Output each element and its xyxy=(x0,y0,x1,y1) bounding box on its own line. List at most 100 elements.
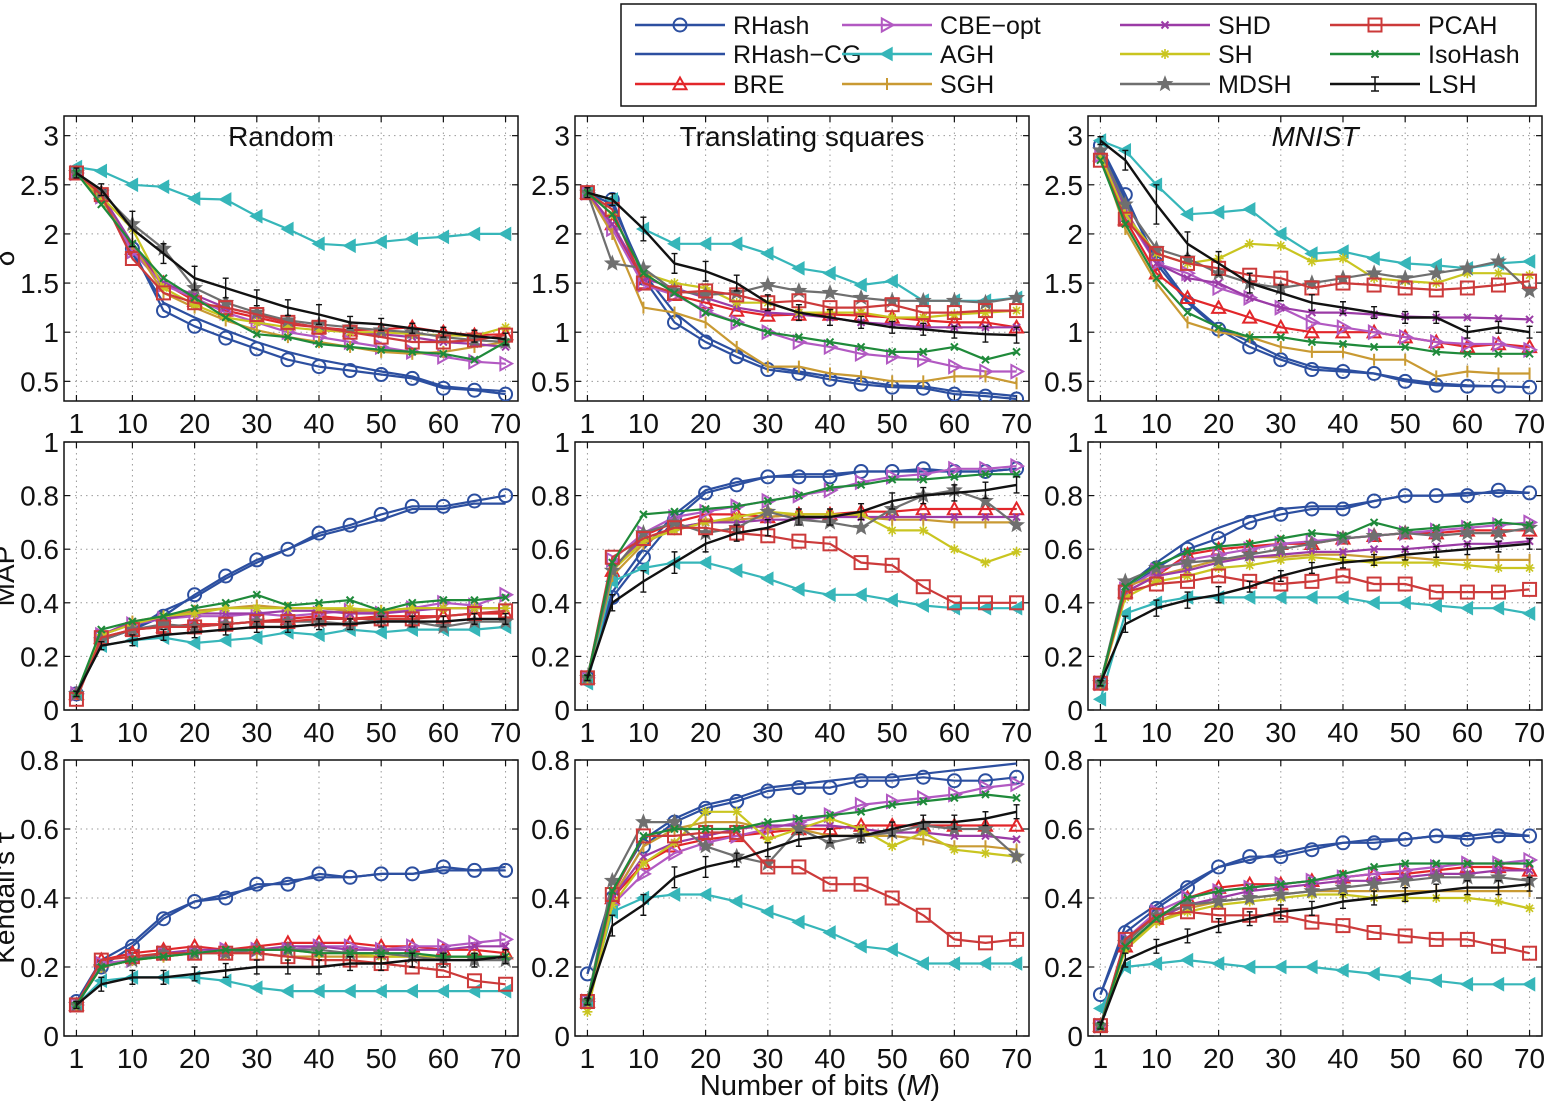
isohash-marker xyxy=(1369,342,1379,352)
mdsh-marker xyxy=(1008,847,1026,864)
pcah-marker xyxy=(466,973,482,989)
sh-marker xyxy=(1306,256,1317,267)
agh-marker xyxy=(342,238,356,254)
pcah-marker xyxy=(1335,568,1351,584)
sh-marker xyxy=(918,827,929,838)
series-cbe-opt xyxy=(1094,147,1539,359)
sh-marker xyxy=(251,317,262,328)
isohash-marker xyxy=(887,800,897,810)
lsh-errorbar xyxy=(1277,569,1284,583)
y-tick-label: 1 xyxy=(1067,427,1083,458)
mdsh-marker xyxy=(1210,551,1228,568)
lsh-errorbar xyxy=(1013,804,1020,820)
cbe-opt-marker xyxy=(1305,314,1321,331)
rhash-marker xyxy=(187,318,203,334)
lsh-errorbar xyxy=(160,969,167,985)
lsh-errorbar xyxy=(826,828,833,844)
agh-marker xyxy=(342,983,356,999)
series-line-rhash xyxy=(586,467,1017,679)
agh-marker xyxy=(1304,959,1318,975)
lsh-errorbar xyxy=(920,486,927,505)
agh-marker xyxy=(977,956,992,971)
series-line-rhash-cg xyxy=(75,172,506,393)
series-line-cbe-opt xyxy=(586,192,1017,373)
pcah-marker xyxy=(698,520,714,536)
agh-marker xyxy=(853,938,867,954)
series-rhash-cg xyxy=(75,865,506,1003)
isohash-marker xyxy=(1214,323,1223,332)
rhash-marker xyxy=(977,388,993,401)
lsh-errorbar xyxy=(1433,883,1440,899)
agh-marker xyxy=(915,956,929,971)
agh-marker xyxy=(946,956,961,971)
isohash-marker xyxy=(732,318,741,327)
bre-marker xyxy=(1241,308,1258,324)
mdsh-marker xyxy=(1147,559,1165,576)
sh-marker xyxy=(313,325,324,336)
series-rhash-cg xyxy=(75,172,506,393)
rhash-marker xyxy=(1366,835,1382,851)
series-line-rhash-cg xyxy=(1099,145,1530,389)
isohash-marker xyxy=(1432,347,1441,357)
isohash-marker xyxy=(608,210,617,219)
panel-title: Random xyxy=(228,121,334,152)
lsh-errorbar xyxy=(284,620,291,633)
agh-marker xyxy=(666,887,681,902)
legend-item-sgh: SGH xyxy=(842,71,994,99)
mdsh-marker xyxy=(1458,524,1476,541)
y-axis-label: δ xyxy=(0,251,20,267)
pcah-marker xyxy=(1092,675,1108,691)
series-lsh xyxy=(584,804,1020,1006)
series-isohash xyxy=(72,945,510,1010)
isohash-marker xyxy=(501,593,510,602)
lsh-errorbar xyxy=(1097,679,1104,687)
series-pcah xyxy=(1092,904,1538,1034)
rhash-marker xyxy=(373,366,389,382)
sh-marker xyxy=(189,299,200,310)
y-tick-label: 1.5 xyxy=(20,268,59,299)
agh-marker xyxy=(1092,691,1107,707)
pcah-marker xyxy=(1211,568,1227,584)
isohash-marker xyxy=(608,558,617,567)
isohash-marker xyxy=(950,472,959,482)
isohash-marker xyxy=(981,355,990,364)
shd-marker xyxy=(1338,547,1348,557)
x-tick-label: 60 xyxy=(428,717,459,748)
mdsh-marker xyxy=(634,813,652,830)
plot-frame xyxy=(1087,115,1543,402)
series-line-pcah xyxy=(75,952,506,1006)
isohash-marker xyxy=(639,831,648,841)
agh-marker xyxy=(373,234,387,250)
sh-marker xyxy=(345,603,356,614)
cbe-opt-marker xyxy=(1336,319,1352,336)
series-line-sh xyxy=(1099,556,1530,684)
agh-marker xyxy=(791,914,805,930)
isohash-marker xyxy=(221,598,230,608)
series-lsh xyxy=(584,187,1020,344)
isohash-marker xyxy=(794,814,804,823)
series-line-rhash xyxy=(1099,489,1530,684)
series-group xyxy=(578,183,1026,401)
isohash-marker xyxy=(856,807,866,816)
lsh-errorbar xyxy=(640,216,647,242)
isohash-marker xyxy=(1307,876,1317,885)
shd-marker xyxy=(919,512,928,522)
series-rhash xyxy=(1092,482,1538,691)
x-tick-label: 60 xyxy=(939,1043,970,1074)
isohash-marker xyxy=(701,824,710,834)
x-tick-label: 1 xyxy=(580,717,596,748)
isohash-marker xyxy=(1096,156,1105,165)
mdsh-marker xyxy=(1008,516,1026,533)
pcah-marker xyxy=(635,530,651,546)
y-tick-label: 0.8 xyxy=(20,745,59,776)
isohash-marker xyxy=(283,945,293,954)
mdsh-marker xyxy=(1334,878,1352,895)
sh-marker xyxy=(918,312,929,323)
y-tick-label: 1.5 xyxy=(531,268,570,299)
y-tick-label: 0 xyxy=(554,695,570,726)
sh-marker xyxy=(1524,562,1535,573)
legend-shd-marker xyxy=(1160,20,1170,30)
x-tick-label: 30 xyxy=(241,717,272,748)
y-tick-label: 0.5 xyxy=(20,366,59,397)
pcah-marker xyxy=(853,876,869,892)
